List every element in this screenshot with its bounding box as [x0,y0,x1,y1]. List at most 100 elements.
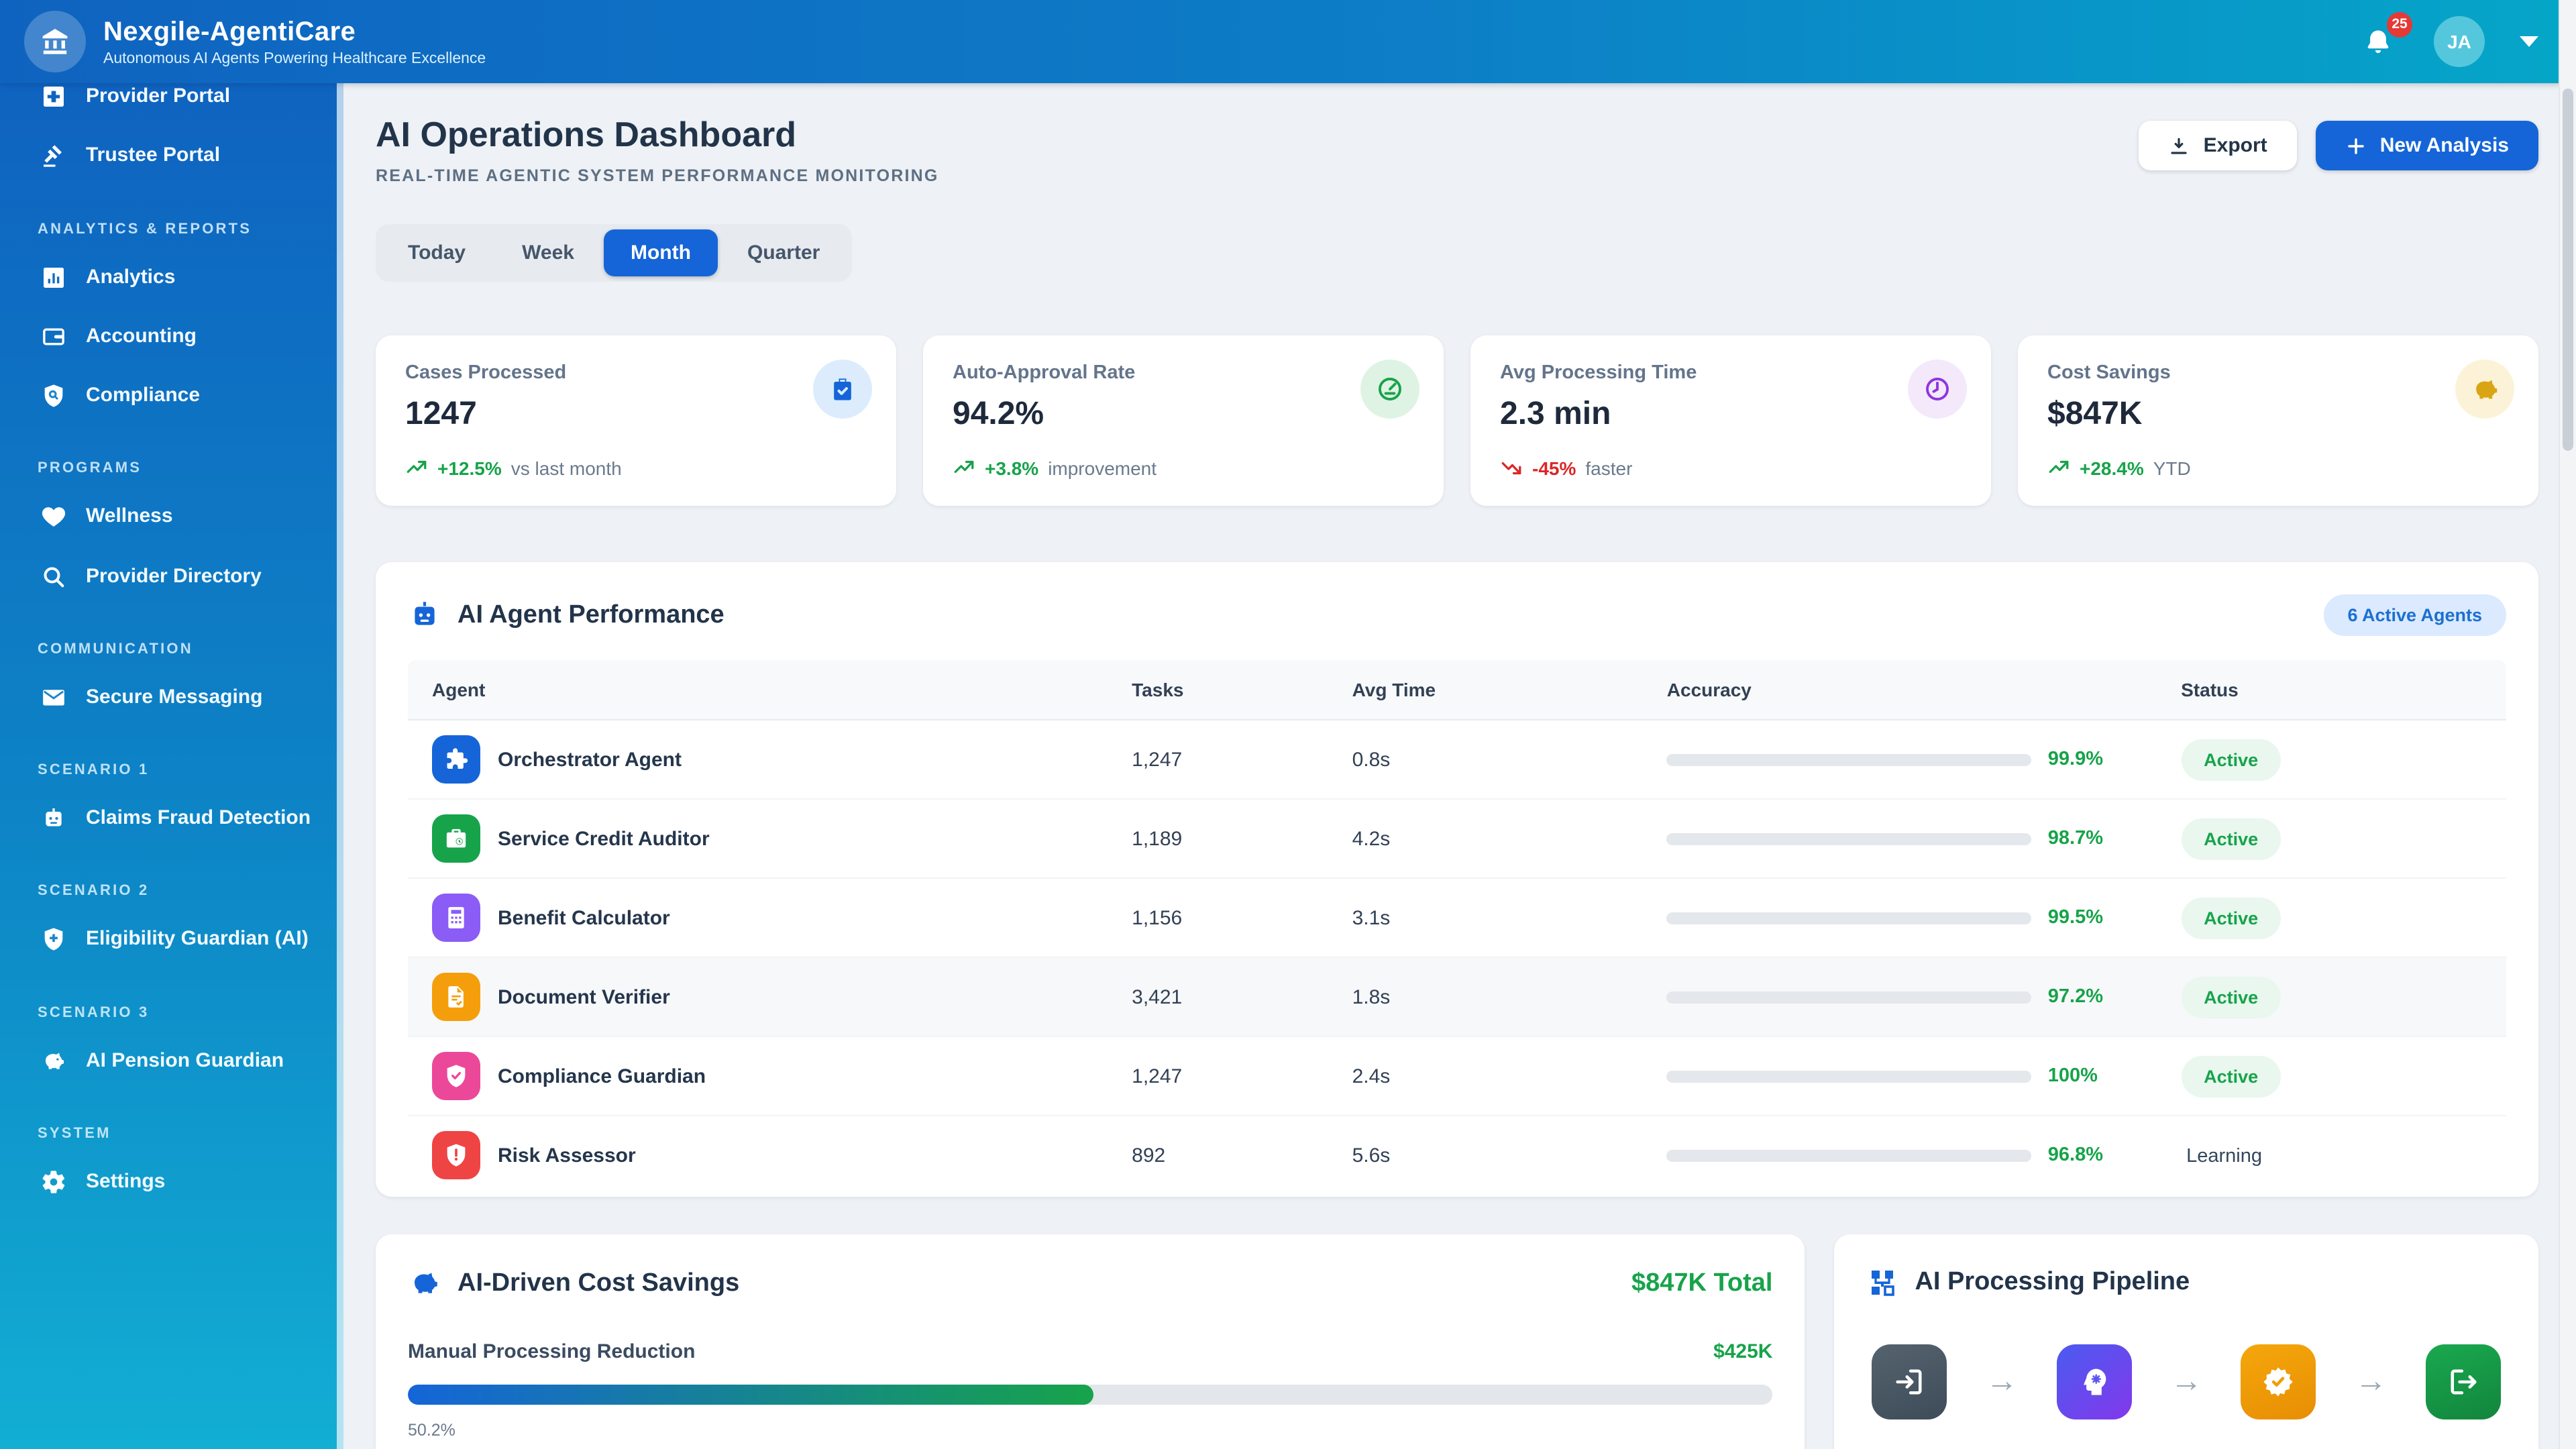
kpi-card-cost-savings: Cost Savings $847K +28.4% YTD [2018,335,2538,506]
sidebar-section-communication: COMMUNICATION [38,641,193,657]
table-row[interactable]: Service Credit Auditor 1,189 4.2s 98.7% … [408,800,2506,879]
heart-icon [42,507,66,527]
accuracy-bar [1666,991,2032,1003]
agent-avg-time: 3.1s [1352,906,1391,929]
sidebar-nav: Provider Portal Trustee Portal ANALYTICS… [0,83,343,1212]
accuracy-value: 99.9% [2047,749,2104,770]
kpi-label: Cases Processed [405,362,567,384]
pipeline-panel: AI Processing Pipeline → → → [1834,1234,2538,1449]
shield-plus-icon [44,928,63,951]
plus-icon [2347,138,2364,154]
sidebar-item-provider-portal[interactable]: Provider Portal [0,83,343,127]
sidebar-item-accounting[interactable]: Accounting [0,307,343,367]
piggy-bank-icon [2455,360,2514,419]
agent-tasks: 3,421 [1132,985,1183,1008]
puzzle-icon [432,735,480,784]
trending-up-icon [2049,460,2069,474]
robot-icon [415,602,435,625]
kpi-label: Avg Processing Time [1500,362,1697,384]
accuracy-bar [1666,912,2032,924]
sidebar-item-claims-fraud-detection[interactable]: Claims Fraud Detection [0,789,343,849]
table-row[interactable]: Document Verifier 3,421 1.8s 97.2% Activ… [408,958,2506,1037]
sidebar-item-label: Settings [86,1169,166,1193]
kpi-card-avg-processing-time: Avg Processing Time 2.3 min -45% faster [1470,335,1991,506]
status-text: Learning [2186,1145,2262,1167]
avatar[interactable]: JA [2434,16,2485,67]
trending-down-icon [1501,462,1521,475]
accuracy-bar [1666,833,2032,845]
app-subtitle: Autonomous AI Agents Powering Healthcare… [103,50,486,66]
table-row[interactable]: Benefit Calculator 1,156 3.1s 99.5% Acti… [408,879,2506,958]
active-agents-badge: 6 Active Agents [2323,594,2506,636]
sidebar-item-settings[interactable]: Settings [0,1152,343,1212]
sidebar-item-label: Compliance [86,384,201,407]
search-icon [44,566,64,587]
table-row[interactable]: Risk Assessor 892 5.6s 96.8% Learning [408,1116,2506,1194]
gauge-icon [1360,360,1419,419]
clipboard-check-icon [813,360,872,419]
time-range-tabs: Today Week Month Quarter [376,224,853,282]
kpi-trend-note: improvement [1048,457,1157,478]
sidebar-item-secure-messaging[interactable]: Secure Messaging [0,668,343,728]
sidebar-item-trustee-portal[interactable]: Trustee Portal [0,127,343,186]
savings-progress-bar [408,1385,1773,1405]
bank-logo-icon [24,11,86,72]
accuracy-value: 99.5% [2047,907,2104,928]
tab-month[interactable]: Month [603,229,718,276]
status-badge: Active [2181,739,2282,780]
trending-up-icon [954,460,974,474]
agent-avg-time: 5.6s [1352,1144,1391,1167]
agent-tasks: 1,247 [1132,1065,1183,1087]
sidebar-scrollbar[interactable] [337,83,343,1449]
pipeline-intake-icon [1872,1344,1947,1419]
agent-name: Document Verifier [498,985,670,1008]
document-check-icon [432,973,480,1021]
export-button[interactable]: Export [2139,121,2297,170]
kpi-value: $847K [2047,396,2143,432]
clinic-icon [44,87,64,107]
table-row[interactable]: Orchestrator Agent 1,247 0.8s 99.9% Acti… [408,720,2506,800]
tab-week[interactable]: Week [522,241,574,264]
tab-quarter[interactable]: Quarter [747,241,820,264]
sidebar-item-compliance[interactable]: Compliance [0,366,343,426]
sidebar-item-eligibility-guardian[interactable]: Eligibility Guardian (AI) [0,910,343,970]
agent-table: Agent Tasks Avg Time Accuracy Status Orc… [408,660,2506,1194]
tab-today[interactable]: Today [408,241,466,264]
status-badge: Active [2181,1055,2282,1097]
accuracy-bar [1666,753,2032,765]
kpi-trend-value: +12.5% [437,457,502,478]
kpi-value: 2.3 min [1500,396,1611,432]
scrollbar-thumb[interactable] [2563,89,2573,451]
savings-progress-percent: 50.2% [408,1421,455,1440]
accuracy-bar [1666,1149,2032,1161]
sidebar-item-analytics[interactable]: Analytics [0,248,343,307]
brand: Nexgile-AgentiCare Autonomous AI Agents … [24,11,486,72]
sidebar-section-programs: PROGRAMS [38,460,142,477]
total-savings: $847K Total [1631,1269,1773,1297]
page-scrollbar[interactable] [2559,0,2576,1449]
pipeline-output-icon [2425,1344,2501,1419]
wallet-icon [43,328,64,345]
pipeline-icon [1872,1271,1895,1296]
sidebar-item-provider-directory[interactable]: Provider Directory [0,547,343,606]
accuracy-value: 97.2% [2047,986,2104,1008]
table-row[interactable]: Compliance Guardian 1,247 2.4s 100% Acti… [408,1037,2506,1116]
sidebar-item-label: Claims Fraud Detection [86,806,311,829]
sidebar-section-scenario-3: SCENARIO 3 [38,1004,150,1020]
envelope-icon [43,690,64,706]
top-header: Nexgile-AgentiCare Autonomous AI Agents … [0,0,2576,83]
sidebar-item-wellness[interactable]: Wellness [0,488,343,547]
notifications-button[interactable]: 25 [2357,11,2412,62]
agent-avg-time: 2.4s [1352,1065,1391,1087]
sidebar-section-scenario-2: SCENARIO 2 [38,883,150,900]
accuracy-bar [1666,1070,2032,1082]
calculator-icon [432,894,480,942]
sidebar-item-ai-pension-guardian[interactable]: AI Pension Guardian [0,1031,343,1091]
chevron-down-icon[interactable] [2520,36,2538,47]
pipeline-ai-processing-icon [2056,1344,2132,1419]
sidebar-section-system: SYSTEM [38,1125,111,1142]
kpi-label: Auto-Approval Rate [953,362,1136,384]
new-analysis-button[interactable]: New Analysis [2315,121,2538,170]
page-subtitle: REAL-TIME AGENTIC SYSTEM PERFORMANCE MON… [376,166,939,185]
agent-tasks: 892 [1132,1144,1166,1167]
